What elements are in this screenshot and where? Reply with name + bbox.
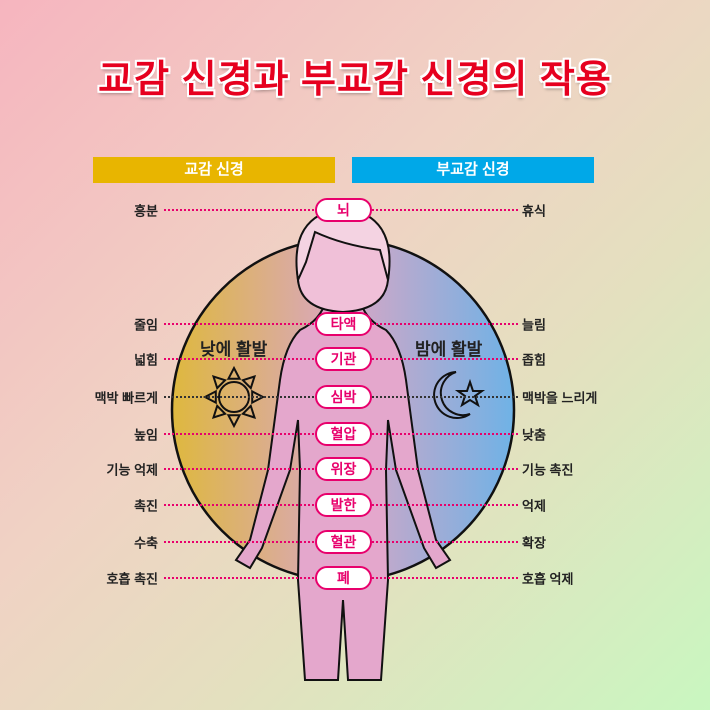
parasympathetic-effect: 기능 촉진 (522, 462, 574, 478)
sun-icon (202, 365, 266, 429)
sympathetic-effect: 기능 억제 (106, 462, 158, 478)
sympathetic-effect: 촉진 (134, 498, 158, 514)
parasympathetic-effect: 낮춤 (522, 427, 546, 443)
organ-badge: 혈관 (315, 530, 372, 554)
parasympathetic-effect: 좁힘 (522, 352, 546, 368)
parasympathetic-effect: 늘림 (522, 317, 546, 333)
sympathetic-effect: 수축 (134, 535, 158, 551)
parasympathetic-effect: 억제 (522, 498, 546, 514)
parasympathetic-effect: 확장 (522, 535, 546, 551)
moon-star-icon (433, 371, 486, 419)
body-figure (234, 206, 452, 681)
organ-badge: 기관 (315, 347, 372, 371)
organ-badge: 폐 (315, 566, 372, 590)
parasympathetic-effect: 호흡 억제 (522, 571, 574, 587)
parasympathetic-effect: 휴식 (522, 203, 546, 219)
sympathetic-effect: 넓힘 (134, 352, 158, 368)
parasympathetic-header: 부교감 신경 (352, 157, 594, 183)
organ-badge: 혈압 (315, 422, 372, 446)
sympathetic-effect: 호흡 촉진 (106, 571, 158, 587)
night-active-label: 밤에 활발 (415, 340, 483, 359)
sympathetic-header: 교감 신경 (93, 157, 335, 183)
page-title: 교감 신경과 부교감 신경의 작용 (98, 59, 612, 101)
organ-badge: 위장 (315, 457, 372, 481)
organ-badge: 발한 (315, 493, 372, 517)
organ-badge: 뇌 (315, 198, 372, 222)
sympathetic-effect: 줄임 (134, 317, 158, 333)
day-active-label: 낮에 활발 (200, 340, 268, 359)
sympathetic-effect: 높임 (134, 427, 158, 443)
sympathetic-effect: 맥박 빠르게 (94, 390, 158, 406)
organ-badge: 심박 (315, 385, 372, 409)
sympathetic-effect: 흥분 (134, 203, 158, 219)
parasympathetic-effect: 맥박을 느리게 (522, 390, 598, 406)
organ-badge: 타액 (315, 312, 372, 336)
